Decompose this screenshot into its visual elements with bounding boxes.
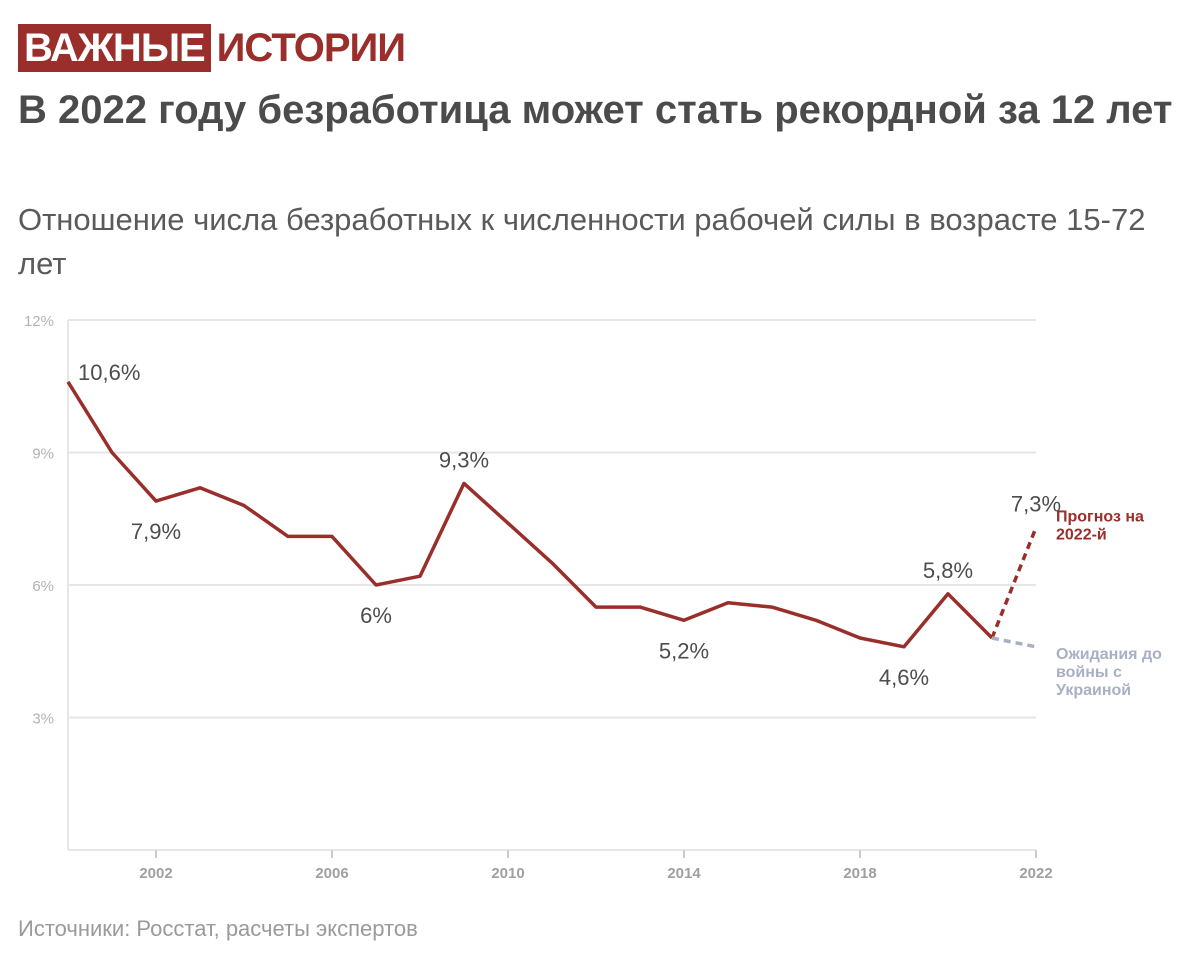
brand-logo: ВАЖНЫЕ ИСТОРИИ [18,24,406,72]
y-tick-label: 9% [32,446,54,463]
x-tick-label: 2010 [491,865,524,882]
x-tick-label: 2002 [139,865,172,882]
data-label: 5,8% [923,558,973,583]
series-annotation-line: 2022-й [1056,527,1107,544]
series-annotation-line: Украиной [1056,682,1131,699]
series-line-dashed-2 [991,636,1037,649]
y-tick-label: 6% [32,578,54,595]
series-annotation-line: Прогноз на [1056,509,1144,526]
series-annotation-line: войны с [1056,664,1122,681]
x-tick-label: 2014 [667,865,701,882]
chart-subtitle: Отношение числа безработных к численност… [18,202,1146,281]
data-label: 6% [360,603,392,628]
data-label: 9,3% [439,447,489,472]
source-note: Источники: Росстат, расчеты экспертов [18,916,418,941]
data-label: 10,6% [78,360,140,385]
x-tick-label: 2006 [315,865,348,882]
line-chart: 3% 6% 9% 12% 2002 2006 2010 2014 2018 2022 10,6% 7,… [24,313,1162,882]
data-label: 7,3% [1011,492,1061,517]
series-line-dashed-1 [990,526,1038,639]
series-annotation-line: Ожидания до [1056,646,1162,663]
data-label: 7,9% [131,519,181,544]
series-line-main [66,380,994,649]
data-label: 4,6% [879,665,929,690]
y-tick-label: 12% [24,313,54,330]
x-tick-label: 2022 [1019,865,1052,882]
x-tick-label: 2018 [843,865,876,882]
brand-logo-box: ВАЖНЫЕ [18,24,211,72]
data-label: 5,2% [659,638,709,663]
y-tick-label: 3% [32,711,54,728]
chart-title: В 2022 году безработица может стать реко… [18,88,1173,132]
brand-logo-text: ИСТОРИИ [216,26,406,70]
